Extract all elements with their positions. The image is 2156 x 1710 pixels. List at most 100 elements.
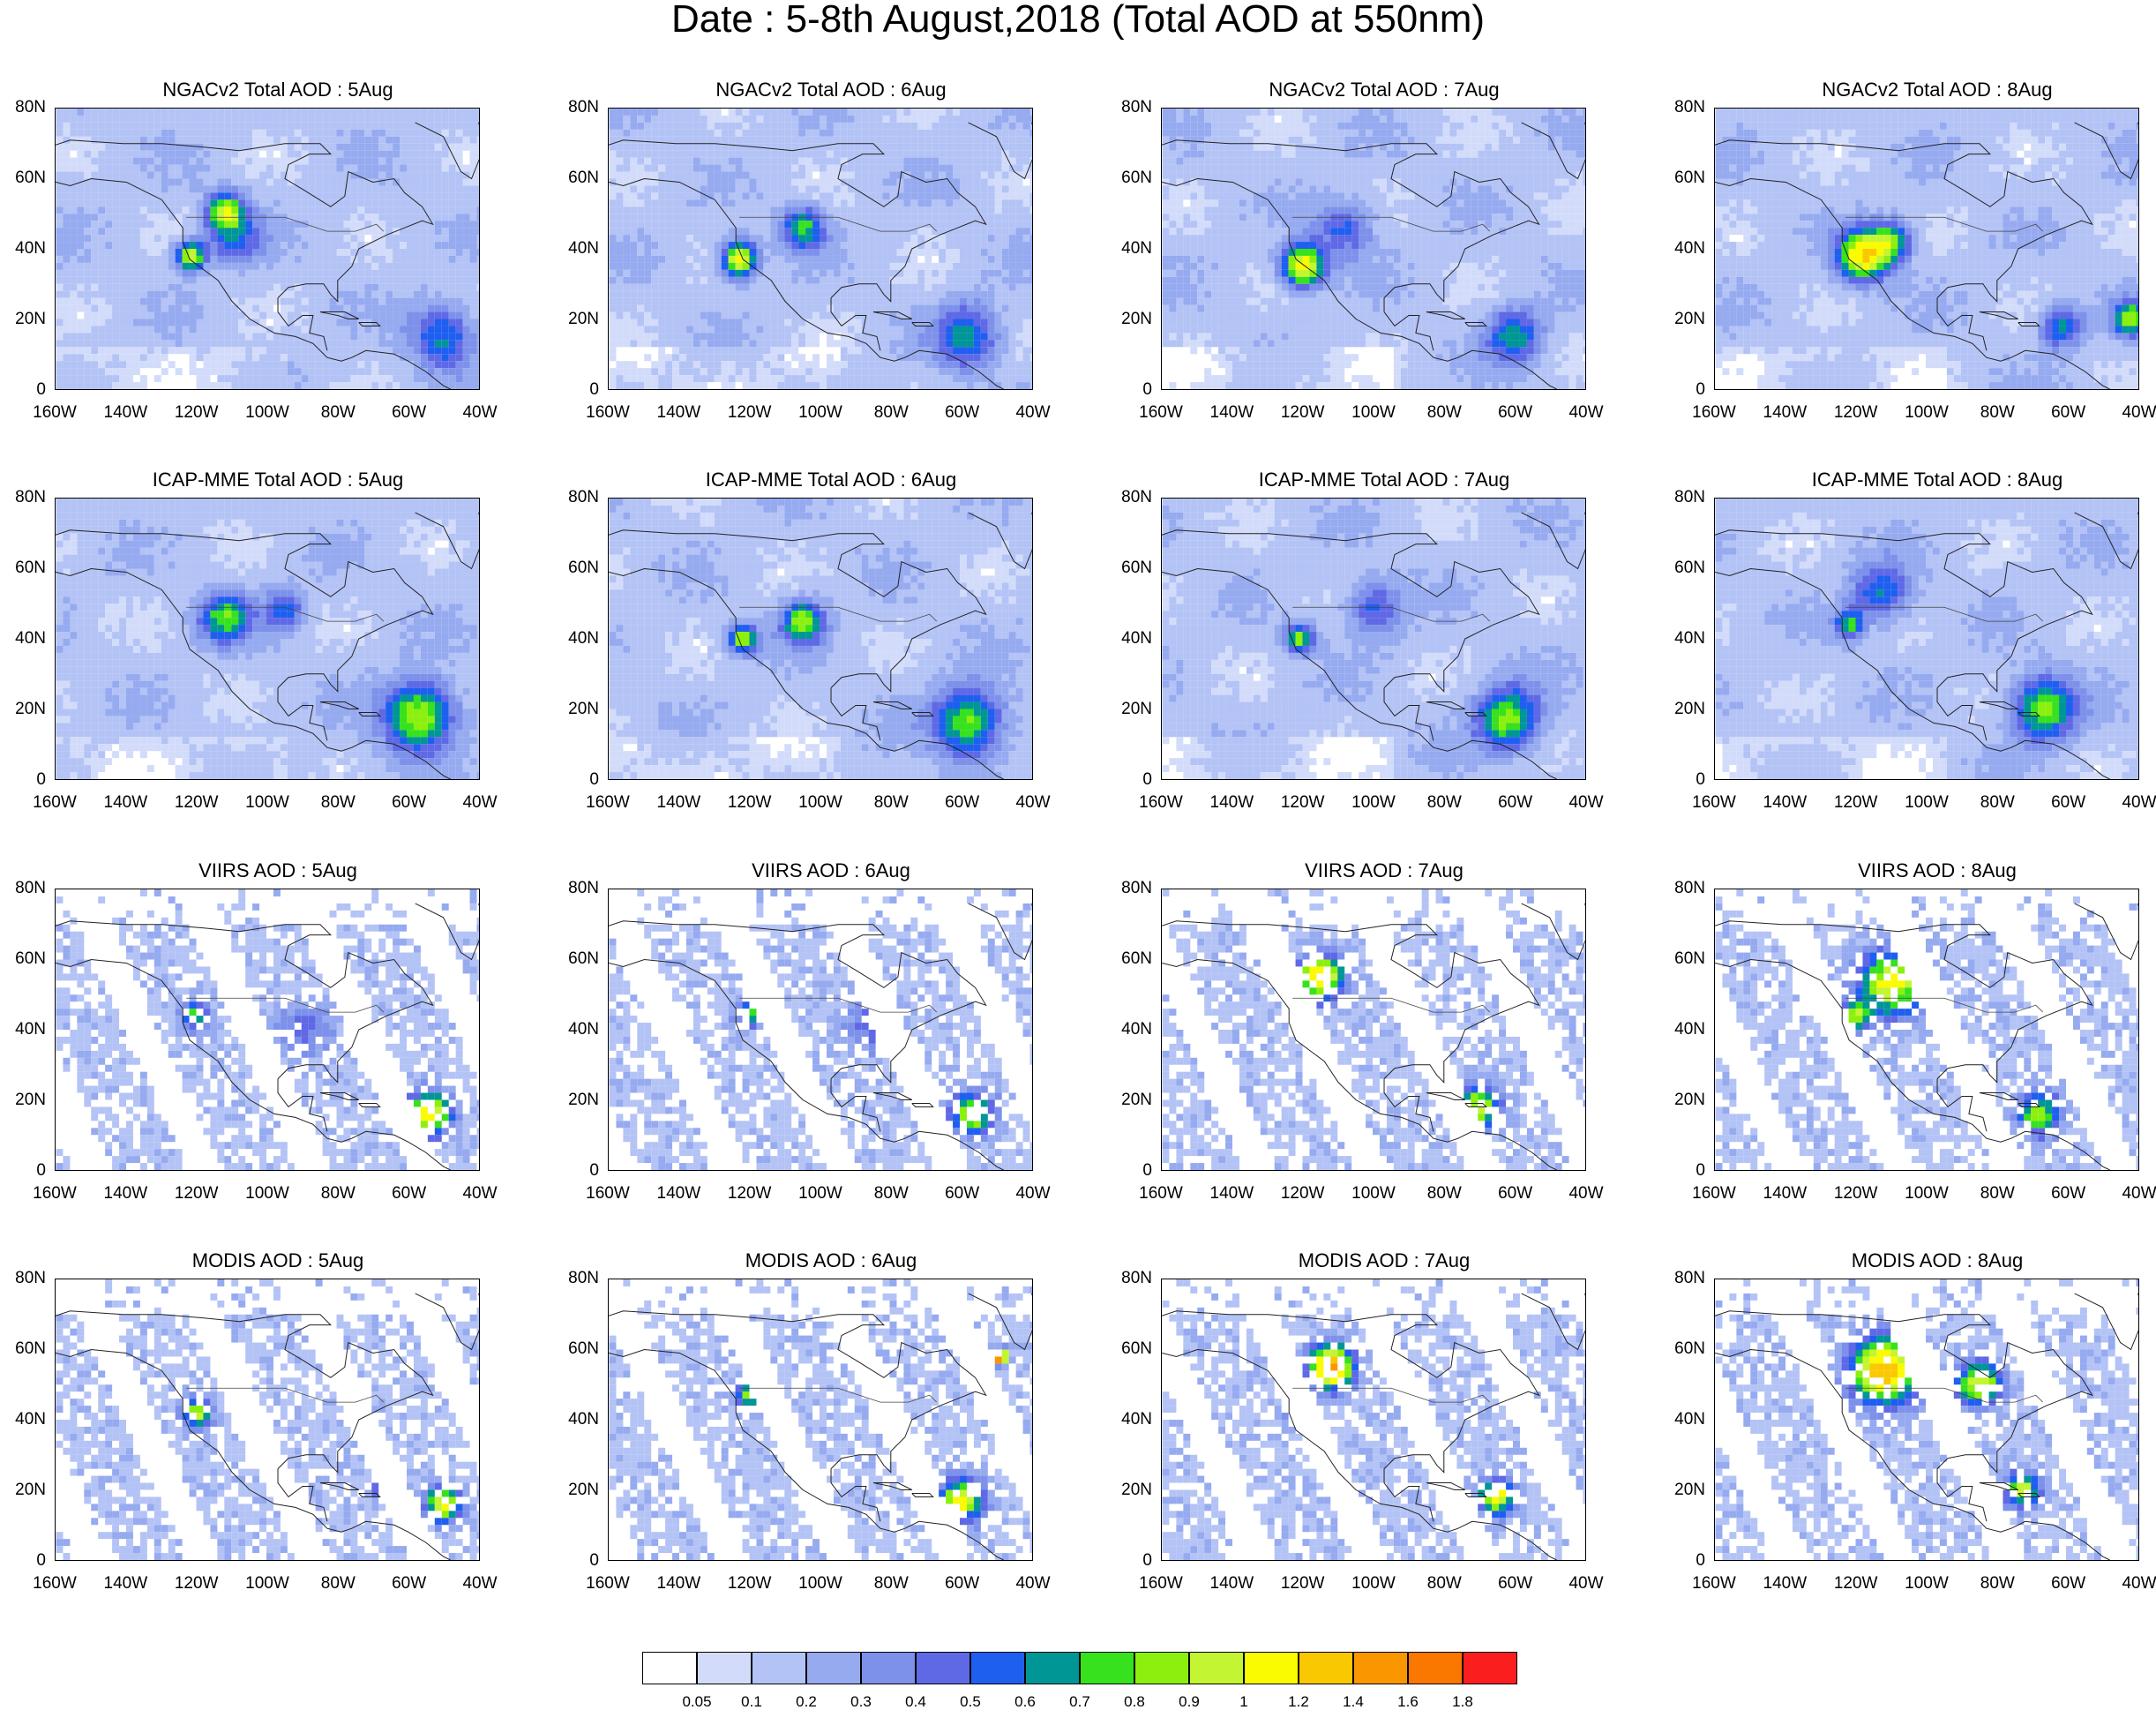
x-tick-label: 60W [378, 1575, 440, 1593]
x-tick-label: 140W [1201, 404, 1262, 422]
y-tick-label: 20N [1106, 701, 1152, 718]
x-tick-label: 40W [1555, 404, 1617, 422]
y-tick-label: 60N [0, 1340, 46, 1358]
y-tick-label: 40N [1659, 1411, 1705, 1429]
panel-title: NGACv2 Total AOD : 5Aug [44, 79, 512, 101]
panel-title: MODIS AOD : 5Aug [44, 1250, 512, 1271]
colorbar-level-label: 1.8 [1436, 1694, 1489, 1710]
y-tick-label: 60N [1106, 169, 1152, 187]
x-tick-label: 100W [236, 404, 298, 422]
x-tick-label: 40W [1555, 1185, 1617, 1203]
aod-map [1714, 889, 2139, 1171]
aod-map [1161, 889, 1586, 1171]
x-tick-label: 100W [236, 1185, 298, 1203]
y-tick-label: 80N [0, 99, 46, 116]
x-tick-label: 80W [860, 794, 922, 812]
map-panel: MODIS AOD : 6Aug 80N 60N 40N 20N 0 160W 140W 120… [553, 1250, 1082, 1630]
y-tick-label: 80N [553, 1270, 599, 1287]
x-tick-label: 80W [1966, 404, 2028, 422]
y-tick-label: 60N [1106, 1340, 1152, 1358]
y-tick-label: 20N [1106, 311, 1152, 328]
aod-map [55, 498, 480, 780]
x-tick-label: 120W [1825, 1575, 1887, 1593]
x-tick-label: 140W [1754, 1575, 1815, 1593]
x-tick-label: 140W [94, 404, 156, 422]
aod-field [1715, 1279, 2138, 1560]
colorbar-swatch [861, 1652, 916, 1684]
x-tick-label: 140W [648, 1575, 709, 1593]
aod-map [608, 498, 1033, 780]
coastline [609, 1293, 1032, 1560]
x-tick-label: 80W [307, 794, 369, 812]
aod-map [1161, 108, 1586, 390]
colorbar-level-label: 1.4 [1327, 1694, 1380, 1710]
map-panel: VIIRS AOD : 7Aug 80N 60N 40N 20N 0 160W 140W 120… [1106, 860, 1636, 1240]
panel-title: ICAP-MME Total AOD : 7Aug [1150, 469, 1618, 491]
colorbar-level-label: 0.7 [1053, 1694, 1106, 1710]
colorbar-swatch [1244, 1652, 1299, 1684]
y-tick-label: 40N [1106, 240, 1152, 258]
y-tick-label: 40N [553, 1021, 599, 1039]
map-panel: VIIRS AOD : 8Aug 80N 60N 40N 20N 0 160W 140W 120… [1659, 860, 2156, 1240]
colorbar-swatch [642, 1652, 697, 1684]
x-tick-label: 120W [1272, 1575, 1334, 1593]
panel-title: MODIS AOD : 7Aug [1150, 1250, 1618, 1271]
colorbar-swatch [1353, 1652, 1408, 1684]
x-tick-label: 60W [932, 1575, 993, 1593]
x-tick-label: 60W [1485, 794, 1546, 812]
y-tick-label: 20N [1659, 1091, 1705, 1109]
coastline [1715, 1293, 2138, 1560]
x-tick-label: 140W [1201, 794, 1262, 812]
map-panel: MODIS AOD : 8Aug 80N 60N 40N 20N 0 160W 140W 120… [1659, 1250, 2156, 1630]
figure-title: Date : 5-8th August,2018 (Total AOD at 5… [0, 0, 2156, 39]
y-tick-label: 20N [1659, 701, 1705, 718]
y-tick-label: 60N [1659, 559, 1705, 577]
x-tick-label: 160W [24, 1185, 86, 1203]
y-tick-label: 80N [553, 880, 599, 897]
x-tick-label: 60W [932, 1185, 993, 1203]
x-tick-label: 160W [1130, 1575, 1192, 1593]
x-tick-label: 80W [1966, 1185, 2028, 1203]
x-tick-label: 80W [860, 404, 922, 422]
aod-field [609, 499, 1032, 779]
y-tick-label: 20N [0, 701, 46, 718]
x-tick-label: 160W [24, 794, 86, 812]
x-tick-label: 100W [1896, 1185, 1958, 1203]
aod-field [1162, 1279, 1585, 1560]
y-tick-label: 0 [1106, 1162, 1152, 1180]
y-tick-label: 40N [0, 240, 46, 258]
y-tick-label: 40N [0, 1411, 46, 1429]
x-tick-label: 100W [1343, 404, 1404, 422]
colorbar-swatch [752, 1652, 806, 1684]
y-tick-label: 80N [1106, 489, 1152, 506]
x-tick-label: 120W [719, 1185, 781, 1203]
panel-title: ICAP-MME Total AOD : 8Aug [1703, 469, 2156, 491]
y-tick-label: 40N [1106, 630, 1152, 648]
y-tick-label: 60N [1659, 950, 1705, 968]
y-tick-label: 20N [553, 1091, 599, 1109]
y-tick-label: 0 [553, 1552, 599, 1570]
colorbar-swatch [1134, 1652, 1189, 1684]
x-tick-label: 140W [648, 1185, 709, 1203]
aod-map [55, 108, 480, 390]
panel-title: NGACv2 Total AOD : 7Aug [1150, 79, 1618, 101]
y-tick-label: 0 [553, 1162, 599, 1180]
x-tick-label: 100W [236, 1575, 298, 1593]
map-panel: MODIS AOD : 7Aug 80N 60N 40N 20N 0 160W 140W 120… [1106, 1250, 1636, 1630]
coastline [1715, 512, 2138, 779]
coastline [56, 122, 479, 389]
x-tick-label: 160W [24, 404, 86, 422]
panel-title: NGACv2 Total AOD : 8Aug [1703, 79, 2156, 101]
x-tick-label: 140W [648, 794, 709, 812]
map-panel: ICAP-MME Total AOD : 5Aug 80N 60N 40N 20N 0 16… [0, 469, 529, 849]
colorbar-level-label: 1.2 [1272, 1694, 1325, 1710]
x-tick-label: 60W [1485, 1185, 1546, 1203]
colorbar-level-label: 0.5 [944, 1694, 997, 1710]
y-tick-label: 40N [0, 1021, 46, 1039]
x-tick-label: 160W [1130, 1185, 1192, 1203]
map-panel: NGACv2 Total AOD : 6Aug 80N 60N 40N 20N 0 160W… [553, 79, 1082, 459]
x-tick-label: 140W [648, 404, 709, 422]
y-tick-label: 0 [0, 1162, 46, 1180]
x-tick-label: 140W [1201, 1185, 1262, 1203]
aod-field [1162, 889, 1585, 1170]
